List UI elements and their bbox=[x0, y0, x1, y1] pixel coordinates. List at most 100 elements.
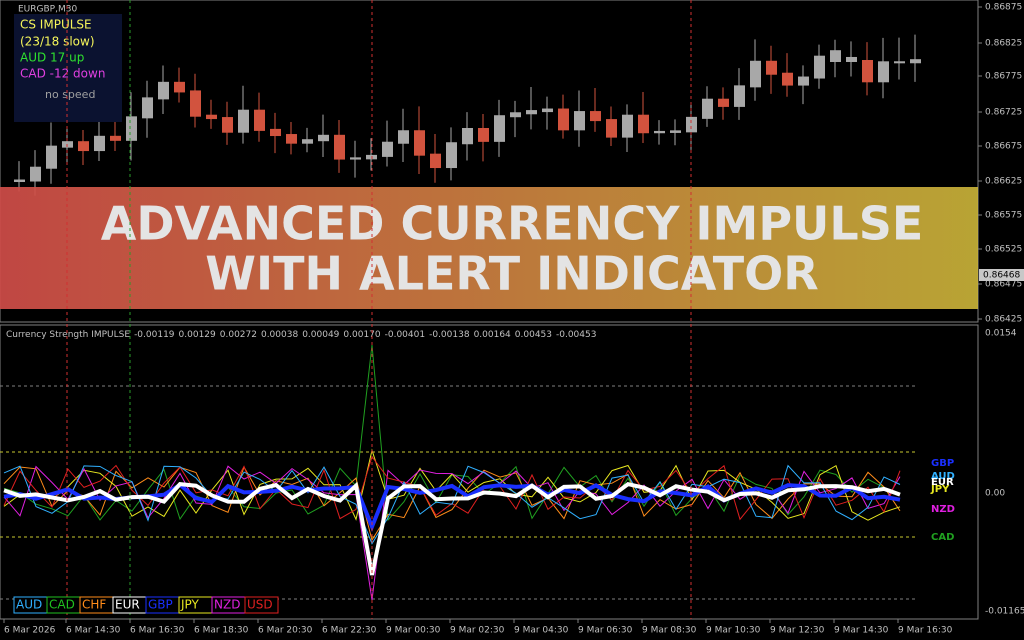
candles bbox=[14, 34, 921, 196]
candle bbox=[510, 112, 521, 118]
legend-label: GBP bbox=[148, 598, 173, 612]
indicator-value: 0.00038 bbox=[261, 330, 298, 340]
time-label: 9 Mar 00:30 bbox=[386, 626, 441, 636]
price-label: 0.86725 bbox=[985, 108, 1022, 118]
price-pane-frame bbox=[0, 0, 979, 323]
candle bbox=[638, 114, 649, 134]
time-label: 6 Mar 2026 bbox=[4, 626, 56, 636]
candle bbox=[670, 130, 681, 133]
candle bbox=[270, 128, 281, 137]
candle bbox=[830, 50, 841, 62]
indicator-value: -0.00401 bbox=[385, 330, 425, 340]
candle bbox=[190, 90, 201, 117]
currency-line bbox=[3, 481, 901, 576]
candle bbox=[46, 145, 57, 169]
candle bbox=[94, 135, 105, 152]
banner-title: ADVANCED CURRENCY IMPULSE bbox=[101, 197, 924, 251]
currency-line bbox=[3, 482, 901, 533]
currency-end-label: GBP bbox=[931, 458, 954, 469]
indicator-value: 0.00453 bbox=[515, 330, 552, 340]
candle bbox=[382, 141, 393, 157]
candle bbox=[654, 130, 665, 134]
legend-label: USD bbox=[247, 598, 273, 612]
candle bbox=[862, 60, 873, 83]
info-line: (23/18 slow) bbox=[20, 35, 95, 49]
legend-label: JPY bbox=[180, 598, 200, 612]
time-label: 9 Mar 02:30 bbox=[450, 626, 505, 636]
candle bbox=[814, 55, 825, 79]
indicator-value: 0.00272 bbox=[220, 330, 257, 340]
indicator-axis-label: -0.01165 bbox=[985, 607, 1024, 617]
price-label: 0.86425 bbox=[985, 315, 1022, 325]
candle bbox=[158, 81, 169, 100]
candle bbox=[414, 130, 425, 156]
candle bbox=[206, 114, 217, 120]
candle bbox=[174, 81, 185, 93]
indicator-lines bbox=[0, 344, 915, 601]
candle bbox=[846, 56, 857, 62]
candle bbox=[782, 72, 793, 86]
indicator-axis-label: 0.00 bbox=[985, 489, 1005, 499]
time-label: 9 Mar 10:30 bbox=[706, 626, 761, 636]
banner-title: WITH ALERT INDICATOR bbox=[205, 247, 818, 301]
candle bbox=[766, 60, 777, 75]
info-line: CS IMPULSE bbox=[20, 18, 92, 32]
price-label: 0.86475 bbox=[985, 280, 1022, 290]
price-label: 0.86625 bbox=[985, 177, 1022, 187]
time-label: 9 Mar 08:30 bbox=[642, 626, 697, 636]
legend-label: CHF bbox=[82, 598, 106, 612]
time-label: 9 Mar 06:30 bbox=[578, 626, 633, 636]
candle bbox=[142, 97, 153, 119]
candle bbox=[238, 109, 249, 133]
indicator-value: -0.00138 bbox=[429, 330, 470, 340]
legend-box bbox=[244, 596, 279, 614]
banner bbox=[0, 187, 978, 309]
candle bbox=[686, 116, 697, 133]
indicator-value: -0.00119 bbox=[134, 330, 175, 340]
time-label: 9 Mar 14:30 bbox=[834, 626, 889, 636]
currency-end-label: AUD bbox=[931, 471, 955, 482]
time-label: 6 Mar 22:30 bbox=[322, 626, 377, 636]
legend-label: EUR bbox=[115, 598, 140, 612]
current-price: 0.86468 bbox=[983, 271, 1020, 281]
candle bbox=[302, 139, 313, 144]
indicator-pane-frame bbox=[0, 324, 979, 620]
indicator-axis-label: 0.0154 bbox=[985, 329, 1017, 339]
candle bbox=[446, 142, 457, 169]
candle bbox=[110, 135, 121, 141]
legend-label: NZD bbox=[214, 598, 240, 612]
candle bbox=[478, 127, 489, 142]
legend-label: CAD bbox=[49, 598, 75, 612]
candle bbox=[910, 59, 921, 64]
candle bbox=[286, 134, 297, 144]
time-label: 6 Mar 16:30 bbox=[130, 626, 185, 636]
price-label: 0.86675 bbox=[985, 142, 1022, 152]
indicator-value: 0.00049 bbox=[302, 330, 339, 340]
indicator-name: Currency Strength IMPULSE -0.00119 0.00129… bbox=[6, 330, 596, 340]
legend-label: AUD bbox=[16, 598, 42, 612]
indicator-value: 0.00164 bbox=[474, 330, 511, 340]
candle bbox=[254, 109, 265, 131]
currency-end-label: EUR bbox=[931, 477, 954, 488]
price-label: 0.86775 bbox=[985, 72, 1022, 82]
info-line: no speed bbox=[45, 88, 95, 101]
indicator-value: 0.00170 bbox=[343, 330, 380, 340]
candle bbox=[462, 127, 473, 145]
current-price-box bbox=[979, 269, 1024, 281]
time-label: 9 Mar 16:30 bbox=[898, 626, 953, 636]
time-label: 6 Mar 20:30 bbox=[258, 626, 313, 636]
currency-end-label: JPY bbox=[930, 484, 950, 495]
price-label: 0.86825 bbox=[985, 39, 1022, 49]
indicator-value: 0.00129 bbox=[179, 330, 216, 340]
time-label: 9 Mar 12:30 bbox=[770, 626, 825, 636]
candle bbox=[558, 108, 569, 131]
candle bbox=[398, 130, 409, 144]
currency-end-label: CAD bbox=[931, 532, 954, 543]
info-line: AUD 17 up bbox=[20, 51, 84, 65]
axes: 0.86875 0.86825 0.86775 0.86725 0.86675 0.866… bbox=[3, 3, 1024, 636]
currency-end-label: NZD bbox=[931, 504, 955, 515]
candle bbox=[30, 166, 41, 182]
candle bbox=[590, 111, 601, 122]
